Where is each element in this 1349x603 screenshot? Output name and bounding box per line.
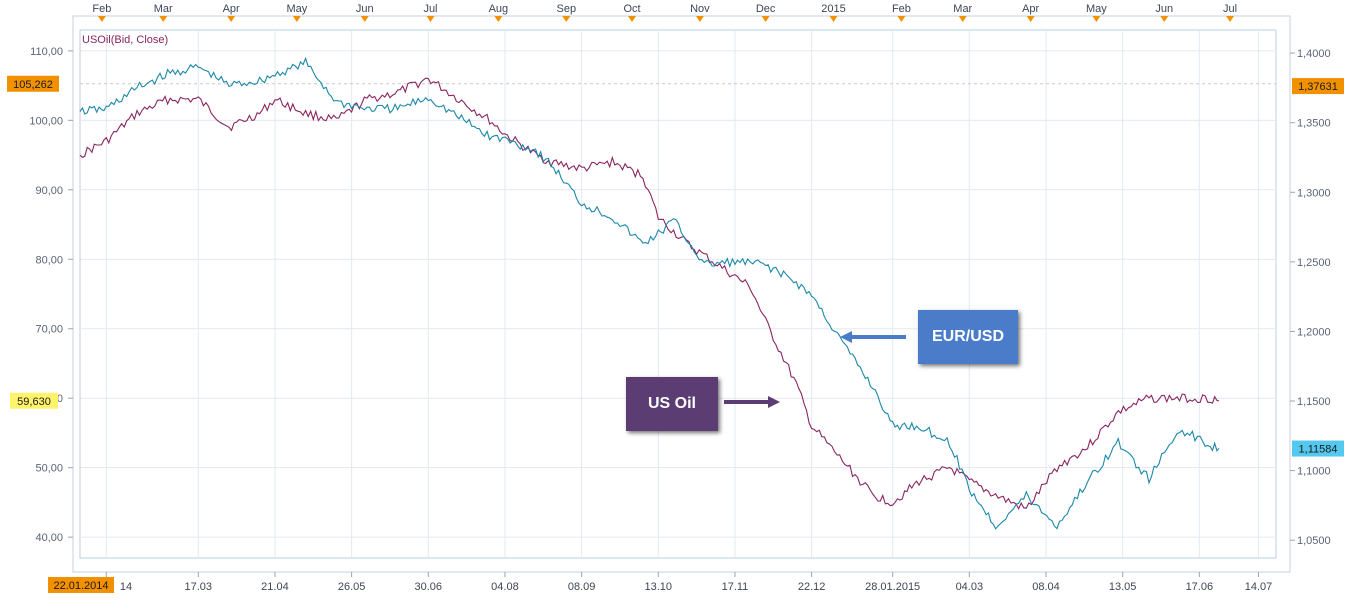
month-marker-triangle (628, 16, 636, 22)
date-tick-label: 08.04 (1032, 581, 1060, 593)
top-month-label: Nov (690, 3, 710, 15)
date-tick-label: 22.12 (798, 581, 826, 593)
left-tick-label: 110,00 (30, 46, 63, 58)
start-date-badge-label: 22.01.2014 (53, 580, 108, 592)
date-tick-label: 30.06 (415, 581, 443, 593)
date-tick-label: 13.05 (1109, 581, 1137, 593)
date-tick-label: 14.07 (1245, 581, 1273, 593)
eur-usd-series-line (79, 56, 1220, 530)
month-marker-triangle (695, 16, 704, 22)
month-marker-triangle (494, 16, 503, 22)
series-layer (79, 56, 1220, 530)
left-tick-label: 40,00 (35, 532, 63, 544)
right-tick-label: 1,3500 (1297, 118, 1331, 130)
date-tick-label: 17.11 (722, 581, 749, 593)
date-tick-label: 21.04 (261, 581, 289, 593)
top-month-label: Apr (1022, 3, 1039, 15)
top-month-label: Apr (223, 3, 240, 15)
top-month-label: May (1086, 3, 1107, 15)
top-month-label: Mar (953, 3, 972, 15)
date-tick-label: 17.06 (1186, 581, 1214, 593)
top-month-label: Jul (423, 3, 437, 15)
date-tick-label: 26.05 (338, 581, 366, 593)
month-marker-triangle (97, 16, 106, 22)
top-month-label: 2015 (821, 3, 845, 15)
chart-title: USOil(Bid, Close) (82, 34, 168, 46)
date-tick-label: 28.01.2015 (865, 581, 920, 593)
eur-current-badge-label: 1,11584 (1299, 444, 1338, 456)
oil-top-badge (7, 75, 59, 92)
month-marker-triangle (1160, 16, 1169, 22)
month-marker-triangle (159, 16, 168, 22)
month-marker-triangle (292, 16, 301, 22)
top-month-label: Dec (756, 3, 776, 15)
right-tick-label: 1,4000 (1297, 48, 1331, 60)
top-month-label: Aug (489, 3, 509, 15)
month-marker-triangle (958, 16, 967, 22)
date-tick-label: 17.03 (185, 581, 213, 593)
left-tick-label: 50,00 (35, 463, 63, 475)
oil-arrow-head (768, 396, 780, 408)
start-date-badge (48, 577, 114, 593)
right-tick-label: 1,2000 (1297, 326, 1331, 338)
oil-current-badge (10, 392, 58, 409)
date-tick-label: 04.08 (491, 581, 519, 593)
month-marker-triangle (562, 16, 571, 22)
date-tick-label: 08.09 (568, 581, 596, 593)
grid-lines (79, 30, 1276, 558)
top-month-label: Jun (356, 3, 374, 15)
month-marker-triangle (1092, 16, 1101, 22)
top-month-axis: Feb Mar Apr May Jun Jul Aug Sep Oct Nov Dec 2015 Feb… (92, 3, 1237, 22)
left-tick-label: 100,00 (29, 115, 63, 127)
month-marker-triangle (360, 16, 369, 22)
us-oil-series-line (79, 77, 1220, 510)
month-marker-triangle (761, 16, 770, 22)
eur-current-badge (1292, 440, 1344, 457)
eur-arrow-head (840, 331, 852, 343)
top-month-label: May (286, 3, 307, 15)
right-tick-label: 1,0500 (1297, 535, 1331, 547)
left-tick-label: 80,00 (35, 254, 63, 266)
us-oil-callout: US Oil (626, 377, 718, 431)
date-tick-label: 04.03 (956, 581, 984, 593)
eur-top-badge-label: 1,37631 (1298, 81, 1338, 93)
top-month-label: Oct (623, 3, 640, 15)
month-marker-triangle (426, 16, 435, 22)
month-marker-triangle (829, 16, 838, 22)
plot-area (79, 29, 1277, 559)
top-month-label: Jun (1155, 3, 1173, 15)
right-tick-label: 1,3000 (1297, 187, 1331, 199)
right-tick-label: 1,1500 (1297, 396, 1331, 408)
left-tick-label: 70,00 (35, 324, 63, 336)
oil-current-badge-label: 59,630 (17, 396, 51, 408)
top-month-label: Mar (154, 3, 173, 15)
eur-usd-callout: EUR/USD (918, 310, 1018, 364)
top-month-label: Feb (892, 3, 911, 15)
right-axis: 1,0500 1,1000 1,1500 1,2000 1,2500 1,3000 1,35… (1290, 48, 1331, 547)
top-month-label: Sep (556, 3, 576, 15)
top-month-label: Feb (92, 3, 111, 15)
value-badges: 22.01.2014 105,262 1,37631 59,630 1,11584 (7, 75, 1344, 593)
date-tick-label: 14 (120, 581, 132, 593)
date-tick-label: 13.10 (645, 581, 673, 593)
oil-top-badge-label: 105,262 (13, 79, 53, 91)
month-marker-triangle (1226, 16, 1234, 22)
right-tick-label: 1,2500 (1297, 257, 1331, 269)
month-marker-triangle (897, 16, 906, 22)
date-axis: 14 17.03 21.04 26.05 30.06 04.08 08.09 13.10 17.… (105, 572, 1273, 593)
top-month-label: Jul (1223, 3, 1237, 15)
month-marker-triangle (1026, 16, 1035, 22)
eur-top-badge (1292, 78, 1344, 95)
left-tick-label: 90,00 (35, 185, 63, 197)
right-tick-label: 1,1000 (1297, 466, 1331, 478)
month-marker-triangle (227, 16, 236, 22)
